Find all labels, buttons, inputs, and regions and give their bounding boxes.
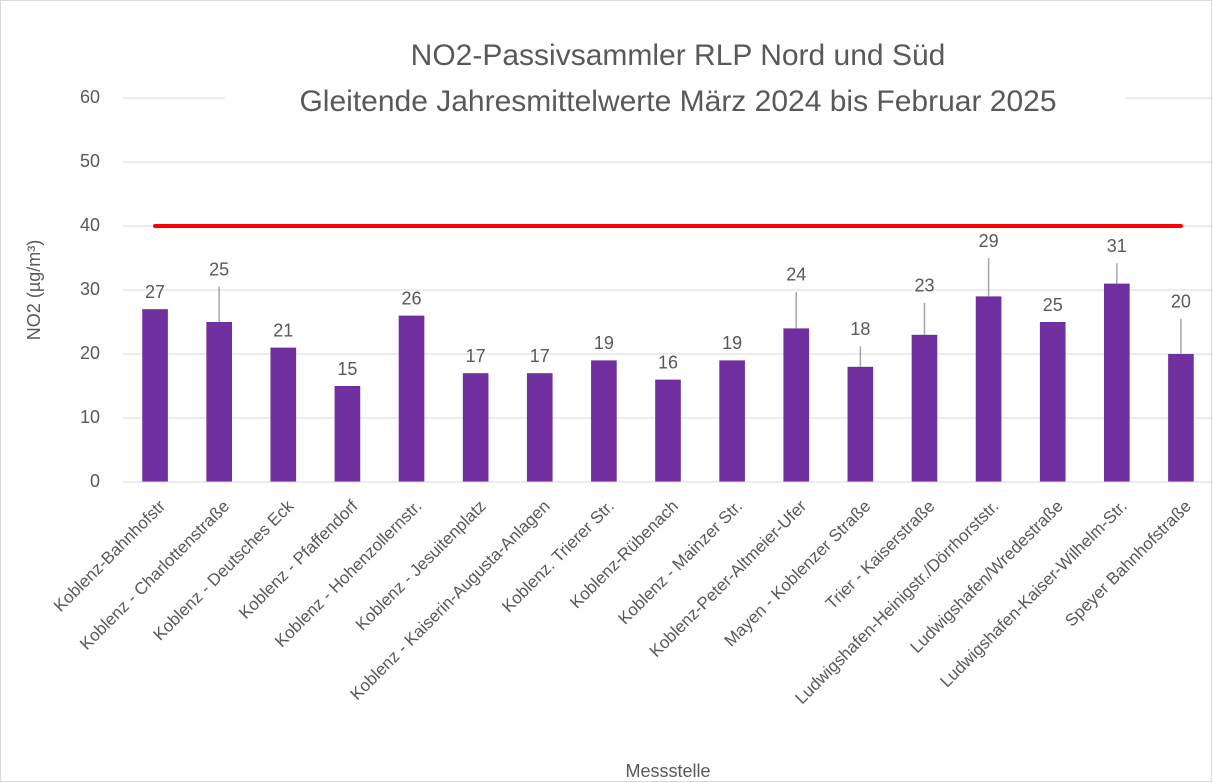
bar — [206, 322, 232, 482]
data-label: 25 — [209, 260, 229, 280]
chart-subtitle: Gleitende Jahresmittelwerte März 2024 bi… — [299, 85, 1056, 118]
y-tick-label: 30 — [80, 279, 100, 299]
bar — [1039, 322, 1066, 482]
bar — [655, 379, 681, 482]
y-tick-label: 40 — [80, 215, 100, 235]
data-label: 16 — [658, 352, 678, 372]
data-label: 25 — [1043, 295, 1063, 315]
bar — [719, 360, 745, 482]
bar — [398, 315, 425, 482]
data-label: 19 — [594, 333, 614, 353]
data-label: 17 — [530, 346, 550, 366]
data-label: 18 — [850, 319, 870, 339]
y-tick-label: 20 — [80, 343, 100, 363]
chart-title: NO2-Passivsammler RLP Nord und Süd — [411, 39, 946, 72]
data-label: 15 — [337, 359, 357, 379]
y-tick-label: 10 — [80, 407, 100, 427]
bar — [526, 373, 553, 482]
y-axis-label: NO2 (µg/m³) — [24, 240, 44, 340]
data-label: 26 — [402, 288, 422, 308]
data-label: 24 — [786, 265, 806, 285]
y-tick-label: 60 — [80, 87, 100, 107]
title-backdrop — [225, 80, 1125, 130]
bar — [270, 347, 297, 482]
data-label: 17 — [466, 346, 486, 366]
bar — [334, 386, 361, 482]
bar — [142, 309, 168, 482]
data-label: 20 — [1171, 292, 1191, 312]
data-label: 23 — [914, 276, 934, 296]
y-tick-label: 50 — [80, 151, 100, 171]
bar — [975, 296, 1002, 482]
bar — [1104, 283, 1130, 482]
bar — [911, 334, 938, 482]
bar — [462, 373, 489, 482]
data-label: 21 — [273, 320, 293, 340]
bar — [783, 328, 810, 482]
data-label: 29 — [979, 231, 999, 251]
bar — [1168, 354, 1194, 482]
bar — [847, 366, 874, 482]
y-tick-label: 0 — [90, 471, 100, 491]
data-label: 31 — [1107, 236, 1127, 256]
data-label: 19 — [722, 333, 742, 353]
data-label: 27 — [145, 282, 165, 302]
bar — [591, 360, 617, 482]
x-axis-label: Messstelle — [625, 761, 710, 781]
